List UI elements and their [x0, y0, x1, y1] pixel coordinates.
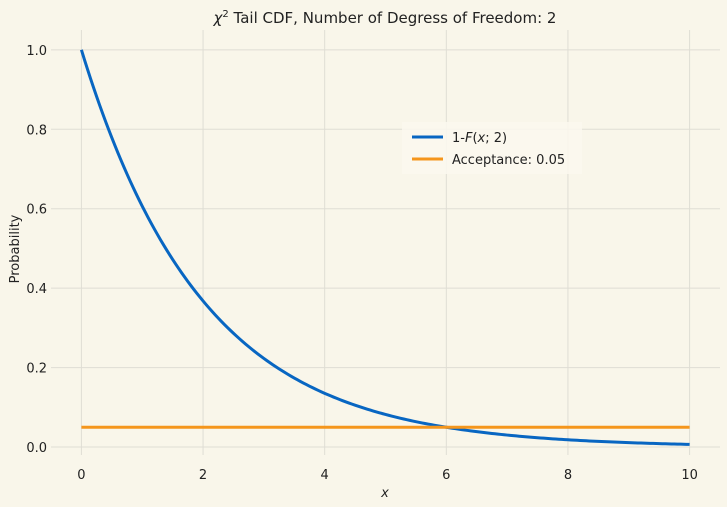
- y-tick-label: 0.8: [26, 123, 47, 138]
- y-tick-label: 0.6: [26, 203, 47, 218]
- x-axis-label: x: [380, 486, 389, 501]
- x-tick-label: 2: [199, 468, 207, 483]
- y-tick-label: 0.2: [26, 362, 47, 377]
- legend-box: [402, 122, 582, 174]
- x-tick-label: 4: [321, 468, 329, 483]
- grid: [51, 30, 720, 455]
- y-tick-label: 1.0: [26, 44, 47, 59]
- y-tick-label: 0.0: [26, 441, 47, 456]
- series-layer: [79, 49, 690, 446]
- legend-label-tail-cdf: 1-F(x; 2): [452, 131, 507, 146]
- series-line-tail-cdf: [79, 49, 690, 446]
- legend: 1-F(x; 2) Acceptance: 0.05: [402, 122, 582, 174]
- x-tick-label: 10: [681, 468, 698, 483]
- x-tick-label: 0: [77, 468, 85, 483]
- x-tick-label: 6: [442, 468, 450, 483]
- tick-labels: 0 2 4 6 8 10 0.0 0.2 0.4 0.6 0.8 1.0: [26, 44, 698, 483]
- y-axis-label: Probability: [8, 214, 23, 283]
- chart-title: χ2 Tail CDF, Number of Degress of Freedo…: [213, 9, 557, 27]
- y-tick-label: 0.4: [26, 282, 47, 297]
- legend-label-acceptance: Acceptance: 0.05: [452, 153, 565, 168]
- x-tick-label: 8: [564, 468, 572, 483]
